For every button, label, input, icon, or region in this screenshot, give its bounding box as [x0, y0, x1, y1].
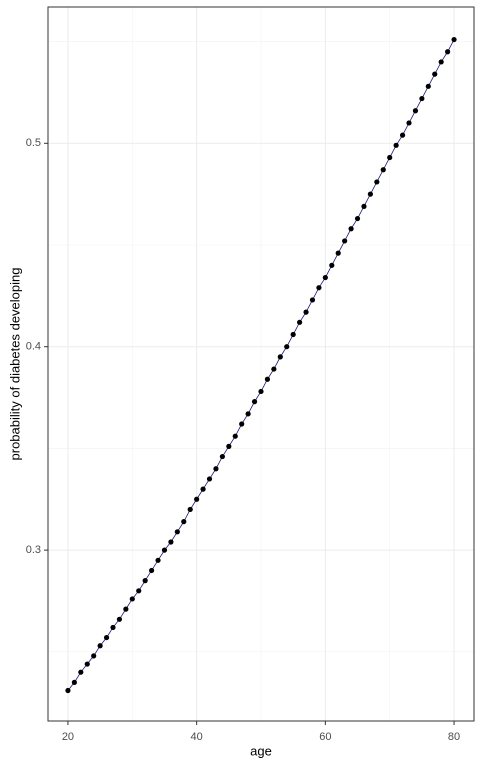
point [284, 344, 290, 350]
point [322, 274, 328, 281]
point [116, 616, 123, 622]
point [65, 687, 71, 694]
point [451, 36, 457, 43]
point [174, 529, 180, 535]
point [149, 567, 155, 574]
x-tick-label: 20 [62, 731, 74, 743]
x-axis-title: age [250, 743, 272, 758]
point [200, 486, 206, 492]
point [342, 238, 348, 244]
grid [48, 7, 474, 721]
point [78, 669, 84, 675]
point [194, 496, 200, 502]
point [91, 653, 97, 659]
point [264, 376, 271, 382]
point [206, 476, 213, 482]
point [213, 466, 219, 472]
point [136, 588, 142, 594]
point [335, 250, 341, 256]
point [419, 95, 425, 102]
point [367, 191, 373, 197]
point [361, 203, 367, 209]
point [309, 297, 316, 303]
point [129, 596, 135, 602]
point [226, 443, 232, 449]
point [329, 262, 335, 268]
point [142, 578, 148, 584]
point [393, 142, 399, 148]
point [316, 285, 322, 291]
y-tick-label: 0.4 [26, 341, 41, 353]
point [374, 179, 380, 185]
point [438, 59, 444, 65]
point [168, 539, 174, 545]
point [123, 606, 129, 612]
point [219, 453, 225, 460]
x-tick-label: 60 [319, 731, 331, 743]
point [245, 411, 251, 417]
point [181, 519, 187, 525]
x-tick-label: 80 [448, 731, 460, 743]
y-tick-label: 0.3 [26, 544, 41, 556]
point [425, 83, 431, 89]
y-tick-label: 0.5 [26, 137, 41, 149]
point [155, 557, 161, 563]
point [297, 319, 303, 325]
point [399, 132, 406, 138]
point [406, 120, 412, 126]
x-tick-label: 40 [191, 731, 203, 743]
point [445, 49, 451, 55]
point [380, 167, 386, 173]
point [187, 506, 193, 513]
plot-area [65, 36, 457, 694]
point [71, 679, 77, 685]
point [84, 661, 90, 667]
point [277, 354, 283, 360]
point [354, 215, 361, 222]
panel-border [47, 6, 475, 722]
point [251, 399, 258, 405]
point [432, 71, 438, 77]
y-axis-title: probability of diabetes developing [7, 268, 22, 461]
point [103, 634, 110, 641]
point [232, 433, 238, 439]
point [239, 421, 245, 427]
point [161, 547, 168, 553]
point [290, 331, 296, 338]
point [303, 309, 309, 315]
point [258, 388, 264, 395]
point [412, 108, 419, 114]
point [348, 226, 354, 232]
point [387, 154, 393, 161]
point [271, 366, 277, 372]
point [97, 643, 103, 649]
point [110, 624, 116, 631]
